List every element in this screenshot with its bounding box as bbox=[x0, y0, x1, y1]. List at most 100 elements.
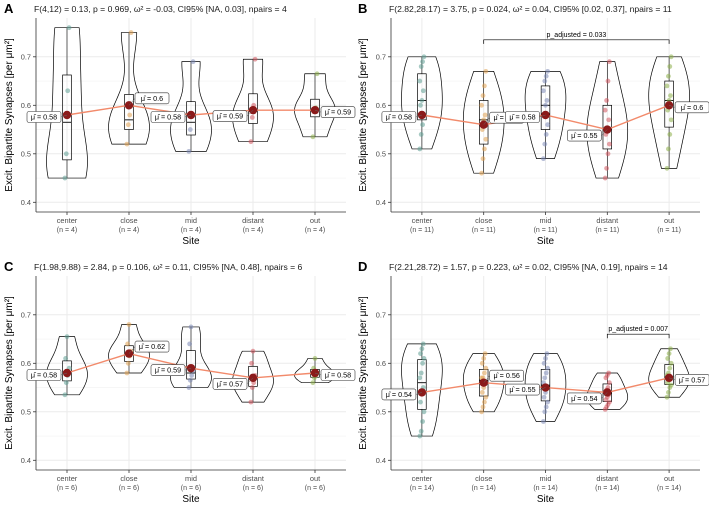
mean-label: μ̂ = 0.57 bbox=[217, 379, 243, 388]
data-point bbox=[249, 360, 255, 366]
data-point bbox=[665, 356, 671, 361]
data-point bbox=[63, 151, 69, 157]
data-point bbox=[542, 409, 548, 415]
mean-label: μ̂ = 0.58 bbox=[325, 371, 351, 380]
panel-a: A F(4,12) = 0.13, p = 0.969, ω² = -0.03, … bbox=[4, 1, 356, 247]
mean-label: μ̂ = 0.58 bbox=[31, 371, 57, 380]
data-point bbox=[544, 351, 550, 356]
data-point bbox=[479, 409, 484, 415]
violin bbox=[462, 353, 505, 413]
mean-label-leader bbox=[539, 387, 546, 390]
violin bbox=[170, 61, 212, 152]
mean-label: μ̂ = 0.58 bbox=[386, 113, 412, 122]
y-tick-label: 0.7 bbox=[21, 310, 31, 319]
x-tick-label: center bbox=[57, 216, 78, 225]
gridlines bbox=[391, 18, 700, 212]
x-tick-count: (n = 11) bbox=[595, 227, 619, 234]
data-point bbox=[667, 132, 673, 137]
data-point bbox=[127, 112, 133, 118]
box bbox=[186, 101, 196, 136]
y-tick-label: 0.4 bbox=[376, 456, 386, 465]
x-tick-label: center bbox=[57, 474, 78, 483]
mean-label-leader bbox=[601, 129, 608, 136]
data-point bbox=[312, 356, 318, 361]
data-point bbox=[125, 341, 130, 347]
data-point bbox=[64, 334, 70, 340]
mean-label-box bbox=[674, 374, 709, 386]
data-point bbox=[666, 351, 672, 356]
data-point bbox=[666, 73, 671, 79]
data-point bbox=[62, 175, 68, 181]
box bbox=[62, 74, 72, 161]
mean-label: μ̂ = 0.57 bbox=[679, 375, 705, 384]
mean-label-leader bbox=[669, 105, 676, 108]
data-point bbox=[128, 30, 134, 35]
data-point bbox=[482, 112, 488, 118]
data-point bbox=[607, 141, 612, 147]
mean-label-box bbox=[566, 129, 602, 142]
box bbox=[124, 94, 134, 130]
mean-label-box bbox=[212, 378, 248, 390]
x-tick-label: close bbox=[475, 216, 492, 225]
mean-label-leader bbox=[314, 372, 322, 376]
data-point bbox=[607, 59, 612, 65]
significance-label: p_adjusted = 0.033 bbox=[547, 32, 607, 39]
y-axis-title: Excit. Bipartite Synapses [per μm²] bbox=[358, 38, 369, 192]
data-point bbox=[543, 132, 549, 137]
mean-label-leader bbox=[184, 367, 192, 371]
data-point bbox=[418, 399, 423, 405]
x-tick-count: (n = 11) bbox=[534, 227, 558, 234]
x-tick-count: (n = 11) bbox=[657, 227, 681, 234]
data-point bbox=[479, 170, 484, 176]
panel-subtitle: F(2.82,28.17) = 3.75, p = 0.024, ω² = 0.… bbox=[389, 4, 672, 14]
data-point bbox=[65, 88, 71, 94]
y-tick-label: 0.7 bbox=[376, 52, 386, 61]
mean-label-box bbox=[381, 111, 417, 123]
x-axis-title: Site bbox=[537, 236, 555, 247]
data-point bbox=[250, 348, 256, 354]
y-tick-label: 0.5 bbox=[21, 407, 31, 416]
significance-bracket bbox=[606, 333, 670, 339]
x-tick-label: out bbox=[310, 474, 320, 483]
mean-label-box bbox=[150, 364, 186, 376]
y-tick-label: 0.4 bbox=[21, 198, 31, 207]
data-point bbox=[186, 148, 192, 154]
data-point bbox=[124, 370, 130, 376]
violin bbox=[524, 71, 567, 159]
violin bbox=[401, 343, 443, 437]
x-tick-count: (n = 14) bbox=[657, 485, 681, 492]
mean-label-leader bbox=[184, 114, 192, 118]
data-point bbox=[604, 98, 609, 103]
significance-label: p_adjusted = 0.007 bbox=[608, 326, 668, 333]
panel-c: C F(1.98,9.88) = 2.84, p = 0.106, ω² = 0.… bbox=[4, 259, 356, 505]
mean-label: μ̂ = 0.54 bbox=[386, 390, 412, 399]
y-axis-title: Excit. Bipartite Synapses [per μm²] bbox=[4, 38, 15, 192]
mean-label-leader bbox=[669, 377, 676, 381]
significance-bracket bbox=[483, 39, 670, 44]
y-tick-label: 0.5 bbox=[376, 149, 386, 158]
data-point bbox=[420, 122, 425, 128]
data-point bbox=[482, 351, 488, 356]
x-axis-title: Site bbox=[182, 494, 200, 505]
data-point bbox=[419, 346, 425, 352]
mean-label-box bbox=[150, 111, 186, 123]
data-point bbox=[668, 93, 673, 98]
data-point bbox=[418, 132, 424, 137]
x-tick-label: center bbox=[412, 216, 433, 225]
x-tick-count: (n = 6) bbox=[57, 485, 77, 492]
data-point bbox=[602, 175, 608, 181]
x-axis-title: Site bbox=[537, 494, 555, 505]
mean-label-leader bbox=[128, 346, 136, 354]
x-tick-count: (n = 11) bbox=[410, 227, 434, 234]
mean-label-box bbox=[381, 388, 417, 401]
data-point bbox=[310, 380, 316, 386]
data-point bbox=[664, 394, 670, 400]
data-point bbox=[248, 399, 254, 405]
mean-label-leader bbox=[60, 372, 68, 376]
panel-subtitle: F(2.21,28.72) = 1.57, p = 0.223, ω² = 0.… bbox=[389, 262, 668, 272]
mean-label: μ̂ = 0.6 bbox=[141, 94, 163, 103]
data-point bbox=[483, 394, 489, 400]
x-tick-count: (n = 6) bbox=[243, 485, 263, 492]
x-tick-count: (n = 6) bbox=[119, 485, 139, 492]
data-point bbox=[186, 385, 192, 390]
